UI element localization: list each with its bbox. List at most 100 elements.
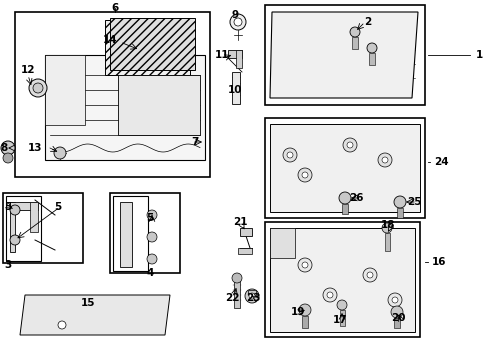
Bar [6, 196, 41, 261]
Circle shape [302, 172, 308, 178]
Circle shape [382, 223, 392, 233]
Circle shape [245, 289, 259, 303]
Circle shape [394, 196, 406, 208]
Text: 14: 14 [103, 35, 117, 45]
Text: 23: 23 [246, 293, 260, 303]
Bar [110, 193, 180, 273]
Text: 20: 20 [391, 313, 405, 323]
Circle shape [58, 321, 66, 329]
Polygon shape [105, 20, 190, 75]
Circle shape [339, 192, 351, 204]
Text: 8: 8 [0, 143, 8, 153]
Bar [234, 278, 240, 308]
Circle shape [327, 292, 333, 298]
Text: 1: 1 [476, 50, 483, 60]
Bar [302, 316, 308, 328]
Circle shape [382, 157, 388, 163]
Bar [113, 196, 148, 271]
Bar [352, 37, 358, 49]
Bar [340, 310, 345, 326]
Circle shape [392, 297, 398, 303]
Bar [248, 290, 256, 295]
Bar [15, 12, 210, 177]
Text: 7: 7 [191, 137, 198, 147]
Bar [10, 202, 15, 252]
Circle shape [1, 141, 15, 155]
Bar [240, 228, 252, 236]
Circle shape [283, 148, 297, 162]
Circle shape [367, 272, 373, 278]
Polygon shape [118, 75, 200, 135]
Text: 22: 22 [225, 293, 239, 303]
Circle shape [378, 153, 392, 167]
Circle shape [249, 293, 255, 299]
Text: 13: 13 [28, 143, 42, 153]
Text: 3: 3 [4, 260, 12, 270]
Polygon shape [270, 228, 415, 332]
Circle shape [287, 152, 293, 158]
Circle shape [33, 83, 43, 93]
Polygon shape [20, 295, 170, 335]
Text: 19: 19 [291, 307, 305, 317]
Circle shape [343, 138, 357, 152]
Polygon shape [270, 228, 295, 258]
Bar [265, 5, 425, 105]
Polygon shape [270, 12, 418, 98]
Circle shape [367, 43, 377, 53]
Bar [342, 204, 348, 214]
Circle shape [230, 14, 246, 30]
Circle shape [299, 304, 311, 316]
Bar [385, 233, 390, 251]
Circle shape [29, 79, 47, 97]
Bar [238, 248, 252, 254]
Circle shape [147, 210, 157, 220]
Circle shape [10, 205, 20, 215]
Circle shape [323, 288, 337, 302]
Text: 5: 5 [54, 202, 62, 212]
Bar [394, 318, 400, 328]
Text: 16: 16 [432, 257, 446, 267]
Text: 15: 15 [81, 298, 95, 308]
Text: 18: 18 [381, 220, 395, 230]
Text: 24: 24 [434, 157, 449, 167]
Bar [265, 222, 420, 337]
Circle shape [302, 262, 308, 268]
Text: 6: 6 [111, 3, 119, 13]
Circle shape [391, 306, 403, 318]
Circle shape [147, 232, 157, 242]
Text: 11: 11 [215, 50, 229, 60]
Text: 4: 4 [147, 268, 154, 278]
Bar [45, 55, 85, 125]
Bar [120, 202, 132, 267]
Bar [265, 118, 425, 218]
Bar [10, 202, 38, 210]
Text: 5: 5 [4, 202, 12, 212]
Text: 12: 12 [21, 65, 35, 75]
Polygon shape [45, 55, 205, 160]
Circle shape [347, 142, 353, 148]
Bar [3, 193, 83, 263]
Circle shape [363, 268, 377, 282]
Polygon shape [110, 18, 195, 70]
Bar [236, 50, 242, 68]
Circle shape [350, 27, 360, 37]
Text: 5: 5 [147, 213, 154, 223]
Text: 25: 25 [407, 197, 421, 207]
Circle shape [298, 168, 312, 182]
Text: 26: 26 [349, 193, 363, 203]
Circle shape [298, 258, 312, 272]
Circle shape [232, 273, 242, 283]
Bar [30, 202, 38, 232]
Circle shape [234, 18, 242, 26]
Circle shape [337, 300, 347, 310]
Bar [397, 208, 403, 218]
Text: 21: 21 [233, 217, 247, 227]
Bar [228, 50, 242, 58]
Circle shape [3, 153, 13, 163]
Polygon shape [270, 124, 420, 212]
Circle shape [147, 254, 157, 264]
Text: 9: 9 [231, 10, 239, 20]
Text: 10: 10 [228, 85, 242, 95]
Circle shape [10, 235, 20, 245]
Bar [232, 72, 240, 104]
